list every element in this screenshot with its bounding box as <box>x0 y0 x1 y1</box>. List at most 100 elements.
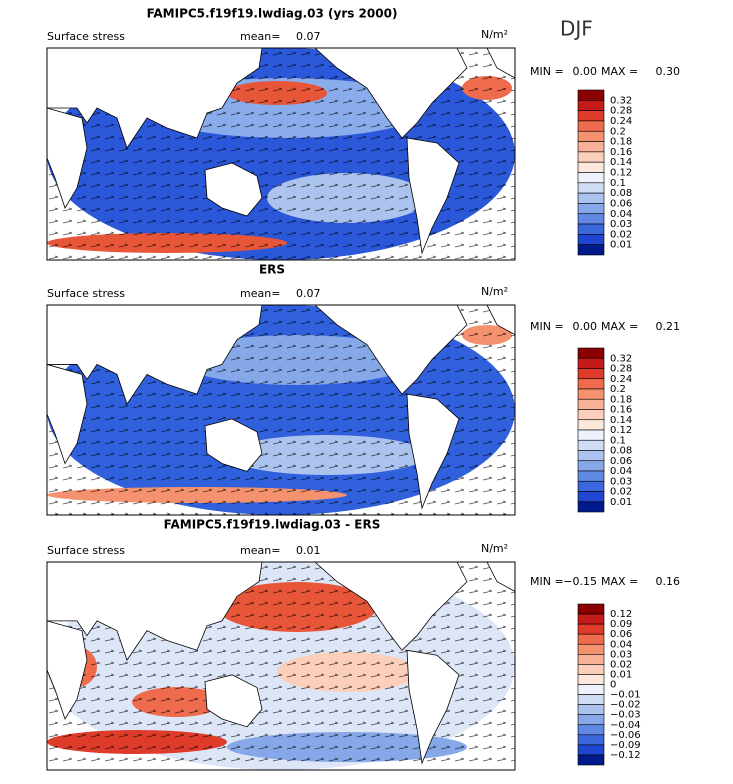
colorbar-box <box>577 623 605 635</box>
panel-title: FAMIPC5.f19f19.lwdiag.03 - ERS <box>164 518 381 532</box>
colorbar-box <box>577 223 605 235</box>
colorbar-label: 0.04 <box>610 209 632 220</box>
colorbar-box <box>577 368 605 380</box>
colorbar-box <box>577 398 605 410</box>
colorbar-label: 0.2 <box>610 384 626 395</box>
colorbar-box <box>577 100 605 111</box>
colorbar-label: 0.2 <box>610 126 626 137</box>
panel-title: ERS <box>259 263 285 277</box>
variable-label: Surface stress <box>47 287 125 300</box>
colorbar-label: 0.01 <box>610 497 632 508</box>
min-label: MIN = <box>530 575 564 588</box>
colorbar-box <box>577 491 605 503</box>
map <box>46 561 516 771</box>
variable-label: Surface stress <box>47 30 125 43</box>
mean-label: mean= <box>240 30 280 43</box>
colorbar-label: 0.06 <box>610 198 632 209</box>
colorbar-box <box>577 378 605 390</box>
colorbar-box <box>577 704 605 715</box>
colorbar-label: 0 <box>610 680 616 691</box>
units: N/m² <box>481 28 508 41</box>
colorbar-box <box>577 664 605 675</box>
colorbar-label: 0.12 <box>610 168 632 179</box>
max-label: MAX = <box>601 575 638 588</box>
map-frame <box>46 561 516 771</box>
colorbar-box <box>577 203 605 215</box>
colorbar-label: 0.08 <box>610 446 632 457</box>
colorbar-box <box>577 161 605 173</box>
colorbar-box <box>577 357 605 369</box>
colorbar-label: 0.16 <box>610 405 632 416</box>
colorbar-label: −0.09 <box>610 740 641 751</box>
colorbar-box <box>577 120 605 132</box>
min-value: −0.15 <box>563 575 597 588</box>
colorbar-label: 0.06 <box>610 456 632 467</box>
mean-value: 0.07 <box>296 30 321 43</box>
colorbar-box <box>577 684 605 695</box>
colorbar-box <box>577 388 605 400</box>
colorbar-label: 0.02 <box>610 487 632 498</box>
colorbar-box <box>577 754 605 766</box>
colorbar-box <box>577 694 605 705</box>
colorbar-box <box>577 429 605 441</box>
colorbar-box <box>577 419 605 431</box>
colorbar-box <box>577 724 605 736</box>
colorbar-label: −0.01 <box>610 690 641 701</box>
colorbar-box <box>577 480 605 492</box>
colorbar-box <box>577 439 605 451</box>
mean-value: 0.07 <box>296 287 321 300</box>
colorbar-label: 0.24 <box>610 116 632 127</box>
colorbar-label: 0.01 <box>610 669 632 680</box>
min-value: 0.00 <box>573 320 598 333</box>
colorbar-label: −0.03 <box>610 710 641 721</box>
colorbar-label: 0.14 <box>610 157 632 168</box>
colorbar-label: 0.03 <box>610 476 632 487</box>
colorbar-label: 0.18 <box>610 394 632 405</box>
colorbar-label: 0.14 <box>610 415 632 426</box>
colorbar-box <box>577 151 605 163</box>
colorbar-box <box>577 470 605 482</box>
colorbar-box <box>577 654 605 665</box>
colorbar-label: −0.12 <box>610 750 641 761</box>
colorbar-box <box>577 130 605 142</box>
colorbar-label: 0.02 <box>610 659 632 670</box>
colorbar-label: 0.02 <box>610 229 632 240</box>
colorbar-box <box>577 234 605 245</box>
colorbar-label: −0.02 <box>610 700 641 711</box>
colorbar-box <box>577 633 605 645</box>
colorbar-box <box>577 450 605 462</box>
max-value: 0.21 <box>656 320 681 333</box>
variable-label: Surface stress <box>47 544 125 557</box>
mean-label: mean= <box>240 544 280 557</box>
colorbar-box <box>577 744 605 756</box>
colorbar-box <box>577 409 605 421</box>
colorbar-box <box>577 110 605 122</box>
colorbar-box <box>577 182 605 194</box>
colorbar-box <box>577 244 605 256</box>
colorbar-label: 0.09 <box>610 619 632 630</box>
min-value: 0.00 <box>573 65 598 78</box>
colorbar-box <box>577 347 605 359</box>
colorbar-label: −0.04 <box>610 720 641 731</box>
min-label: MIN = <box>530 320 564 333</box>
max-value: 0.16 <box>656 575 681 588</box>
mean-label: mean= <box>240 287 280 300</box>
panel-title: FAMIPC5.f19f19.lwdiag.03 (yrs 2000) <box>147 7 398 21</box>
colorbar-label: 0.16 <box>610 147 632 158</box>
colorbar-box <box>577 89 605 101</box>
panel: FAMIPC5.f19f19.lwdiag.03 (yrs 2000) Surfa… <box>46 7 680 261</box>
colorbar-label: 0.1 <box>610 435 626 446</box>
colorbar-label: 0.28 <box>610 106 632 117</box>
units: N/m² <box>481 285 508 298</box>
colorbar-label: 0.12 <box>610 425 632 436</box>
colorbar-label: 0.03 <box>610 649 632 660</box>
colorbar-box <box>577 141 605 153</box>
colorbar-box <box>577 714 605 726</box>
colorbar-label: 0.01 <box>610 240 632 251</box>
colorbar-label: 0.08 <box>610 188 632 199</box>
min-label: MIN = <box>530 65 564 78</box>
mean-value: 0.01 <box>296 544 321 557</box>
colorbar-label: −0.06 <box>610 730 641 741</box>
colorbar-box <box>577 734 605 746</box>
colorbar-label: 0.1 <box>610 178 626 189</box>
